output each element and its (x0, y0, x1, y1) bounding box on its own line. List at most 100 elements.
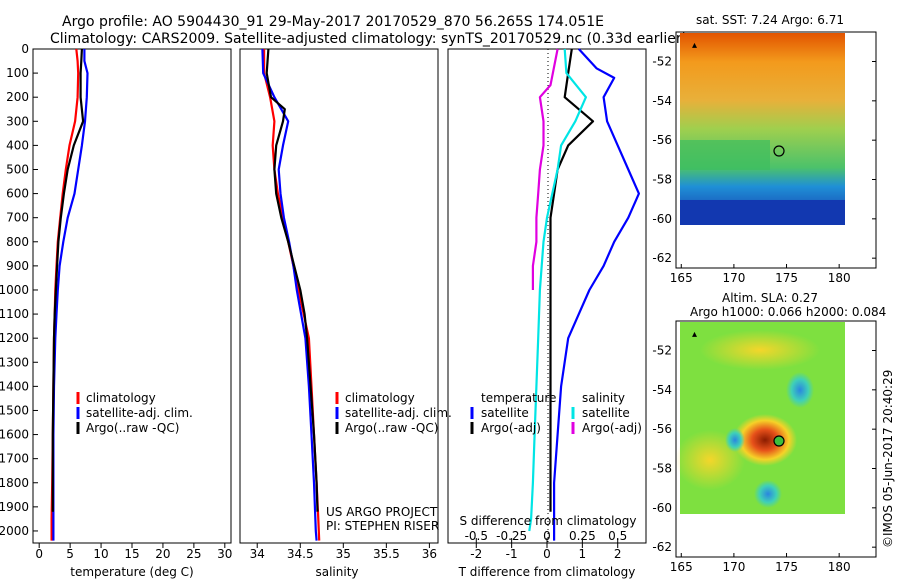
salinity-legend: climatology satellite-adj. clim. Argo(..… (335, 391, 452, 435)
legend-s-argo: Argo(-adj) (582, 421, 642, 435)
x-tick-label: 0.25 (569, 529, 596, 543)
series-line-0 (553, 48, 640, 541)
pi-note: PI: STEPHEN RISER (326, 519, 439, 533)
legend-climatology: climatology (86, 391, 156, 405)
series-line-1 (549, 48, 595, 512)
depth-tick-label: 100 (6, 66, 29, 80)
argo-position-marker (773, 435, 785, 447)
map-y-tick-label: -52 (652, 55, 672, 69)
sst-field (680, 33, 845, 225)
legend-salinity-heading: salinity (582, 391, 625, 405)
x-tick-label: 0 (543, 529, 551, 543)
x-tick-label: 35 (336, 547, 351, 561)
legend-satellite: satellite-adj. clim. (345, 406, 452, 420)
x-tick-label: 0 (543, 547, 551, 561)
x-tick-label: -2 (470, 547, 482, 561)
temperature-x-label: temperature (deg C) (70, 565, 193, 579)
x-tick-label: 5 (66, 547, 74, 561)
header-line-1: Argo profile: AO 5904430_91 29-May-2017 … (62, 14, 604, 30)
t-difference-x-label: T difference from climatology (458, 565, 636, 579)
legend-argo: Argo(..raw -QC) (345, 421, 438, 435)
legend-climatology: climatology (345, 391, 415, 405)
x-tick-label: 10 (93, 547, 108, 561)
depth-axis: 0 100 200 300 400 500 600 700 800 900 1000 1100 1200… (0, 42, 38, 538)
x-tick-label: 2 (614, 547, 622, 561)
depth-tick-label: 1000 (0, 283, 29, 297)
sla-map-title-2: Argo h1000: 0.066 h2000: 0.084 (690, 305, 886, 319)
sla-yellow-region (700, 330, 820, 370)
depth-tick-label: 600 (6, 187, 29, 201)
x-tick-label: 25 (186, 547, 201, 561)
map-y-tick-label: -52 (652, 344, 672, 358)
project-note: US ARGO PROJECT (326, 505, 438, 519)
series-line-2 (265, 48, 319, 512)
depth-tick-label: 1600 (0, 428, 29, 442)
map-x-tick-label: 180 (828, 271, 851, 285)
temperature-series (50, 48, 89, 541)
salinity-x-label: salinity (315, 565, 358, 579)
depth-tick-label: 1700 (0, 452, 29, 466)
series-line-2 (51, 48, 85, 512)
sst-cold-band (680, 200, 845, 225)
depth-tick-label: 1200 (0, 331, 29, 345)
sla-high-anomaly (733, 414, 797, 466)
map-x-tick-label: 170 (722, 560, 745, 574)
t-difference-x-axis: -2 -1 0 1 2 (470, 543, 622, 561)
legend-t-argo: Argo(-adj) (481, 421, 541, 435)
island-mark: ▴ (692, 40, 697, 51)
depth-tick-label: 1300 (0, 355, 29, 369)
depth-tick-label: 0 (21, 42, 29, 56)
s-difference-x-axis: -0.5 -0.25 0 0.25 0.5 (465, 529, 627, 543)
temperature-x-axis: 0 5 10 15 20 25 30 (35, 543, 232, 561)
depth-tick-label: 900 (6, 259, 29, 273)
map-y-tick-label: -62 (652, 540, 672, 554)
depth-tick-label: 300 (6, 114, 29, 128)
depth-tick-label: 700 (6, 211, 29, 225)
sla-low-anomaly (786, 372, 814, 408)
temperature-legend: climatology satellite-adj. clim. Argo(..… (76, 391, 193, 435)
x-tick-label: 36 (422, 547, 437, 561)
map-y-tick-label: -54 (652, 383, 672, 397)
depth-tick-label: 1800 (0, 476, 29, 490)
sla-low-anomaly (725, 428, 745, 452)
map-x-tick-label: 175 (775, 560, 798, 574)
salinity-panel-frame (239, 48, 439, 544)
sla-map-frame (675, 320, 877, 558)
legend-satellite: satellite-adj. clim. (86, 406, 193, 420)
difference-legend: temperature salinity satellite Argo(-adj… (470, 391, 642, 435)
x-tick-label: -0.25 (496, 529, 527, 543)
argo-position-marker (773, 145, 785, 157)
sla-low-anomaly (754, 480, 782, 508)
depth-tick-label: 800 (6, 235, 29, 249)
difference-series (528, 48, 640, 541)
map-y-tick-label: -56 (652, 422, 672, 436)
x-tick-label: -0.5 (465, 529, 488, 543)
map-y-tick-label: -56 (652, 133, 672, 147)
difference-panel-frame (447, 48, 647, 544)
sst-map-axes: 165 170 175 180 -52 -54 -56 -58 -60 -62 (652, 55, 876, 285)
sst-map-frame (675, 31, 877, 269)
x-tick-label: 34 (250, 547, 265, 561)
x-tick-label: -1 (506, 547, 518, 561)
salinity-x-axis: 34 34.5 35 35.5 36 (250, 543, 437, 561)
sla-map-axes: 165 170 175 180 -52 -54 -56 -58 -60 -62 (652, 344, 876, 574)
depth-tick-label: 1500 (0, 403, 29, 417)
map-y-tick-label: -58 (652, 462, 672, 476)
depth-tick-label: 1900 (0, 500, 29, 514)
map-y-tick-label: -60 (652, 501, 672, 515)
sst-map: ▴ (680, 33, 845, 225)
x-tick-label: 30 (217, 547, 232, 561)
legend-temperature-heading: temperature (481, 391, 556, 405)
depth-tick-label: 200 (6, 90, 29, 104)
x-tick-label: 0 (35, 547, 43, 561)
map-x-tick-label: 165 (670, 271, 693, 285)
map-y-tick-label: -58 (652, 173, 672, 187)
depth-tick-label: 2000 (0, 524, 29, 538)
series-line-0 (263, 49, 321, 541)
sla-map: ▴ (675, 322, 845, 514)
series-line-3 (531, 48, 559, 290)
temperature-panel-frame (32, 48, 232, 544)
series-line-1 (261, 48, 318, 541)
legend-s-satellite: satellite (582, 406, 630, 420)
